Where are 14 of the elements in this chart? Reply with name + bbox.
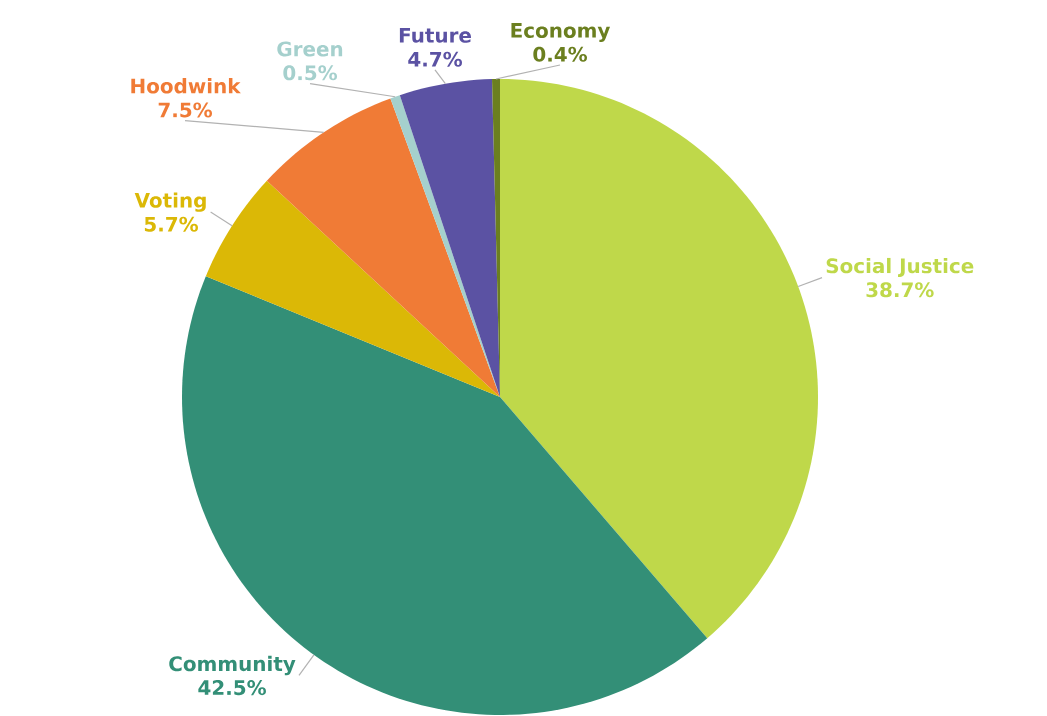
slice-label: Future [399,28,471,43]
data-label: 4.7% [408,51,463,67]
slice-label: Green [277,41,343,57]
data-label: 42.5% [198,680,266,696]
data-label: 5.7% [144,216,198,232]
slice-label: Economy [511,23,611,42]
slice-label: Hoodwink [131,78,241,94]
data-label: 38.7% [866,282,934,298]
slice-label: Voting [134,192,206,212]
slice-label: Community [169,655,296,676]
data-label: 0.4% [533,46,588,62]
data-label: 0.5% [283,65,338,81]
slice-label: Social Justice [826,257,974,278]
data-label: 7.5% [158,102,213,118]
